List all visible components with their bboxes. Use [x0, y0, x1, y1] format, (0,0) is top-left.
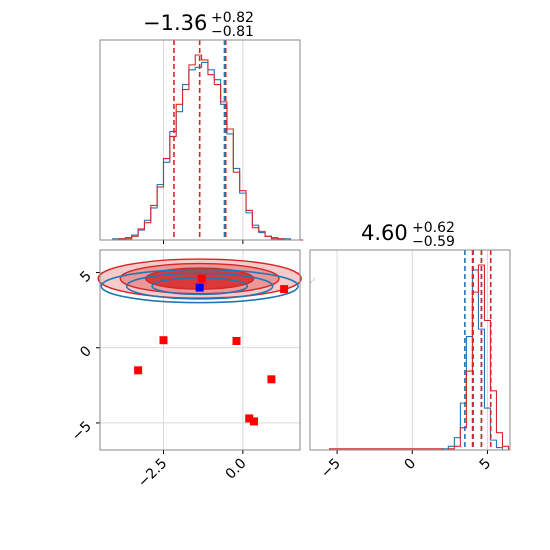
blue-marker — [195, 283, 204, 292]
x-tick-label: 0.0 — [223, 456, 250, 483]
red-marker — [232, 336, 241, 345]
blue-contour — [100, 268, 299, 304]
red-marker — [159, 336, 168, 345]
scatter-panel-frame — [99, 249, 301, 451]
red-marker — [245, 414, 254, 423]
top-panel-title-minus: −0.81 — [211, 24, 254, 40]
top-panel-title-plus: +0.82 — [211, 10, 254, 26]
top-panel-frame — [99, 39, 301, 241]
blue-contour — [125, 272, 274, 300]
red-marker — [134, 366, 143, 375]
red-marker — [249, 417, 258, 426]
top-histogram-panel: −1.36 +0.82−0.81 — [100, 10, 304, 244]
sample-point — [312, 279, 315, 282]
right-hist-series-0 — [322, 269, 509, 451]
sample-point — [310, 281, 313, 284]
right-panel-title-plus: +0.62 — [412, 220, 455, 236]
top-hist-series-0 — [100, 61, 304, 241]
x-tick-label: −5 — [318, 456, 344, 482]
x-tick-label: −2.5 — [135, 456, 170, 491]
y-tick-label: 0 — [77, 343, 95, 361]
scatter-panel: −2.5 0.0 5 0 −5 — [69, 250, 316, 491]
sample-point — [313, 277, 316, 280]
x-tick-label: 5 — [477, 456, 495, 474]
top-panel-title: −1.36 — [143, 11, 207, 35]
red-marker — [197, 274, 206, 283]
y-tick-label: 5 — [77, 268, 95, 286]
right-panel-title: 4.60 — [361, 221, 408, 245]
right-panel-title-minus: −0.59 — [412, 234, 455, 250]
x-tick-label: 0 — [401, 456, 419, 474]
right-panel-frame — [309, 249, 511, 451]
y-tick-label: −5 — [69, 418, 95, 444]
right-histogram-panel: 4.60 +0.62−0.59 −5 0 5 — [318, 220, 510, 482]
red-marker — [267, 375, 276, 384]
red-marker — [280, 285, 289, 294]
top-hist-series-1 — [100, 54, 304, 241]
